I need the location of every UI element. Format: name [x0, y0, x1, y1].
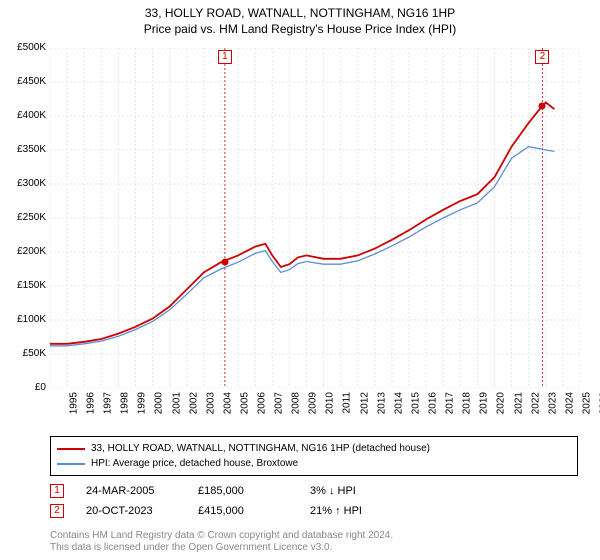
footer-line-2: This data is licensed under the Open Gov…: [50, 542, 578, 554]
title-address: 33, HOLLY ROAD, WATNALL, NOTTINGHAM, NG1…: [0, 6, 600, 20]
sale-index-1: 1: [50, 484, 64, 498]
sale-price-2: £415,000: [198, 505, 288, 517]
x-tick-label: 2003: [205, 392, 216, 414]
legend-row-hpi: HPI: Average price, detached house, Brox…: [57, 456, 571, 471]
x-tick-label: 2016: [427, 392, 438, 414]
x-tick-label: 1999: [137, 392, 148, 414]
y-tick-label: £350K: [0, 144, 46, 155]
y-tick-label: £450K: [0, 76, 46, 87]
y-tick-label: £250K: [0, 212, 46, 223]
x-tick-label: 2005: [239, 392, 250, 414]
sale-delta-1: 3% ↓ HPI: [310, 485, 400, 497]
sales-table: 1 24-MAR-2005 £185,000 3% ↓ HPI 2 20-OCT…: [50, 478, 578, 518]
chart-container: 33, HOLLY ROAD, WATNALL, NOTTINGHAM, NG1…: [0, 0, 600, 560]
x-tick-label: 2019: [479, 392, 490, 414]
x-tick-label: 1995: [68, 392, 79, 414]
sale-marker-dot: [539, 102, 546, 109]
sale-marker-dot: [221, 259, 228, 266]
sale-marker-box: 1: [218, 50, 232, 64]
x-tick-label: 2022: [530, 392, 541, 414]
sale-price-1: £185,000: [198, 485, 288, 497]
sale-date-1: 24-MAR-2005: [86, 485, 176, 497]
sale-marker-box: 2: [535, 50, 549, 64]
legend-swatch-hpi: [57, 463, 85, 465]
x-tick-label: 2009: [308, 392, 319, 414]
legend-swatch-property: [57, 448, 85, 450]
sale-row-2: 2 20-OCT-2023 £415,000 21% ↑ HPI: [50, 504, 578, 518]
y-tick-label: £150K: [0, 280, 46, 291]
footer: Contains HM Land Registry data © Crown c…: [50, 530, 578, 554]
legend-row-property: 33, HOLLY ROAD, WATNALL, NOTTINGHAM, NG1…: [57, 441, 571, 456]
x-tick-label: 2007: [273, 392, 284, 414]
x-tick-label: 2024: [564, 392, 575, 414]
x-tick-label: 2011: [341, 392, 352, 414]
legend-label-hpi: HPI: Average price, detached house, Brox…: [91, 456, 298, 471]
x-tick-label: 1997: [102, 392, 113, 414]
x-tick-label: 2018: [461, 392, 472, 414]
x-tick-label: 2006: [256, 392, 267, 414]
sale-row-1: 1 24-MAR-2005 £185,000 3% ↓ HPI: [50, 484, 578, 498]
x-tick-label: 2015: [410, 392, 421, 414]
x-tick-label: 2017: [444, 392, 455, 414]
x-tick-label: 1996: [85, 392, 96, 414]
legend-label-property: 33, HOLLY ROAD, WATNALL, NOTTINGHAM, NG1…: [91, 441, 430, 456]
x-tick-label: 2001: [171, 392, 182, 414]
x-tick-label: 2014: [393, 392, 404, 414]
sale-delta-2: 21% ↑ HPI: [310, 505, 400, 517]
y-tick-label: £500K: [0, 42, 46, 53]
y-tick-label: £0: [0, 382, 46, 393]
x-tick-label: 2025: [581, 392, 592, 414]
x-tick-label: 1998: [120, 392, 131, 414]
x-tick-label: 2008: [291, 392, 302, 414]
x-tick-label: 2010: [325, 392, 336, 414]
chart-titles: 33, HOLLY ROAD, WATNALL, NOTTINGHAM, NG1…: [0, 0, 600, 36]
sale-index-2: 2: [50, 504, 64, 518]
legend: 33, HOLLY ROAD, WATNALL, NOTTINGHAM, NG1…: [50, 436, 578, 476]
y-tick-label: £50K: [0, 348, 46, 359]
footer-line-1: Contains HM Land Registry data © Crown c…: [50, 530, 578, 542]
title-subtitle: Price paid vs. HM Land Registry's House …: [0, 22, 600, 36]
x-tick-label: 2021: [513, 392, 524, 414]
plot-area: [50, 48, 580, 388]
x-tick-label: 2023: [547, 392, 558, 414]
x-tick-label: 2000: [154, 392, 165, 414]
x-tick-label: 2002: [188, 392, 199, 414]
plot-svg: [50, 48, 580, 388]
y-tick-label: £200K: [0, 246, 46, 257]
y-tick-label: £400K: [0, 110, 46, 121]
x-tick-label: 2020: [496, 392, 507, 414]
x-tick-label: 2013: [376, 392, 387, 414]
x-tick-label: 2012: [359, 392, 370, 414]
sale-date-2: 20-OCT-2023: [86, 505, 176, 517]
y-tick-label: £100K: [0, 314, 46, 325]
x-tick-label: 2004: [222, 392, 233, 414]
y-tick-label: £300K: [0, 178, 46, 189]
